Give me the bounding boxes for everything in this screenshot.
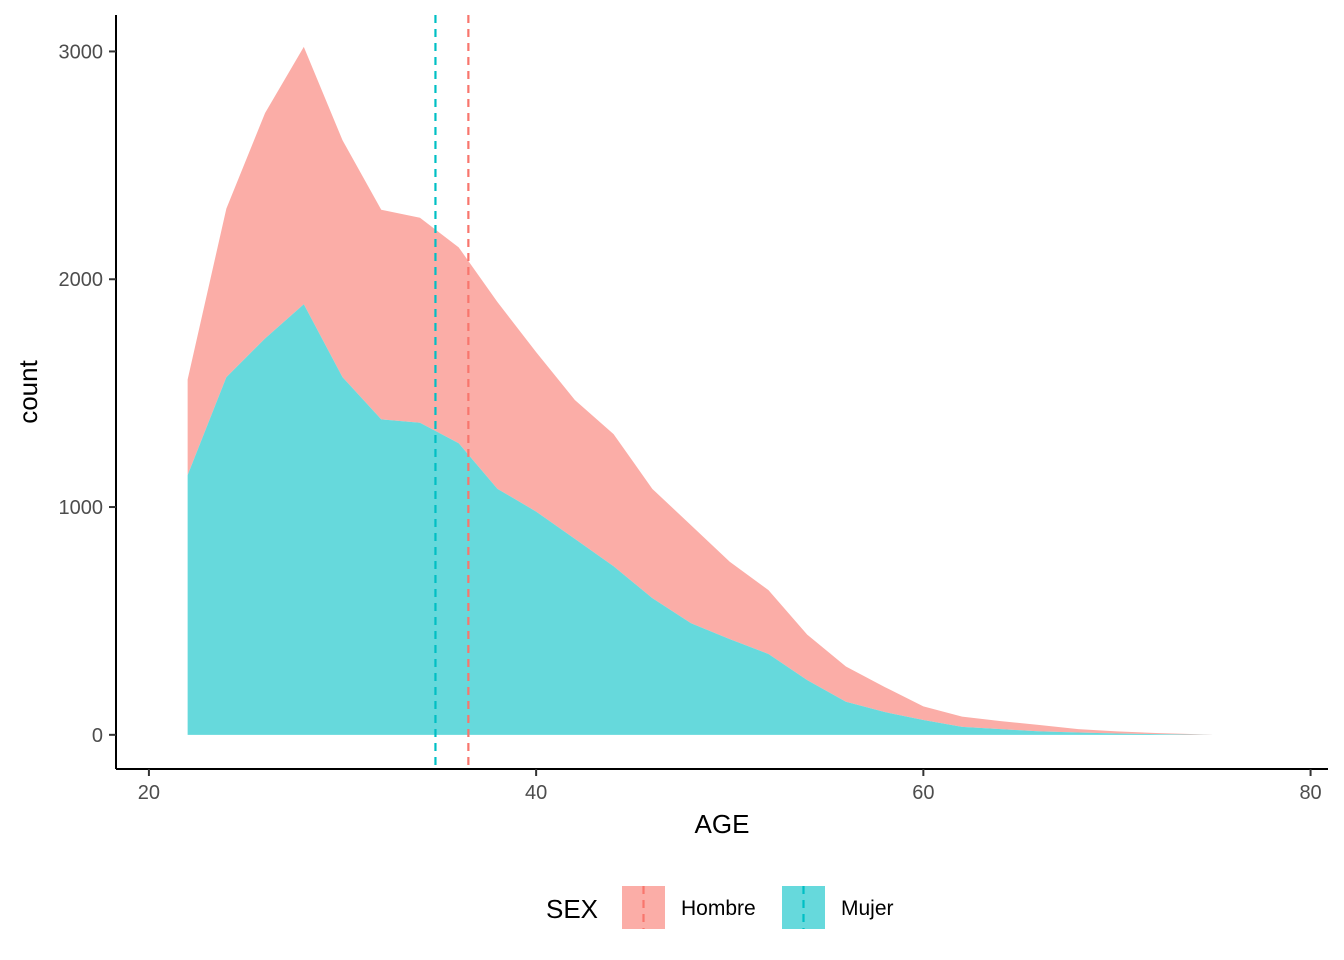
x-tick-label: 20	[138, 782, 160, 804]
x-tick-label: 80	[1299, 782, 1321, 804]
axes-layer: 20 40 60 80 0 1000 2000 3000	[59, 15, 1328, 804]
legend: SEX Hombre Mujer	[546, 886, 894, 929]
area-mujer	[187, 304, 1214, 735]
y-tick-label: 3000	[59, 41, 104, 63]
y-axis-title: count	[13, 359, 43, 423]
x-tick-label: 60	[912, 782, 934, 804]
legend-label-hombre: Hombre	[681, 897, 756, 920]
stacked-area-layer	[187, 46, 1214, 735]
legend-key-hombre: Hombre	[622, 886, 756, 929]
x-axis-title: AGE	[695, 809, 750, 839]
y-tick-label: 0	[92, 725, 103, 747]
legend-key-mujer: Mujer	[782, 886, 894, 929]
legend-label-mujer: Mujer	[841, 897, 894, 920]
x-tick-label: 40	[525, 782, 547, 804]
y-tick-label: 2000	[59, 269, 104, 291]
y-tick-label: 1000	[59, 497, 104, 519]
legend-title: SEX	[546, 894, 598, 924]
area-hombre	[187, 46, 1214, 735]
